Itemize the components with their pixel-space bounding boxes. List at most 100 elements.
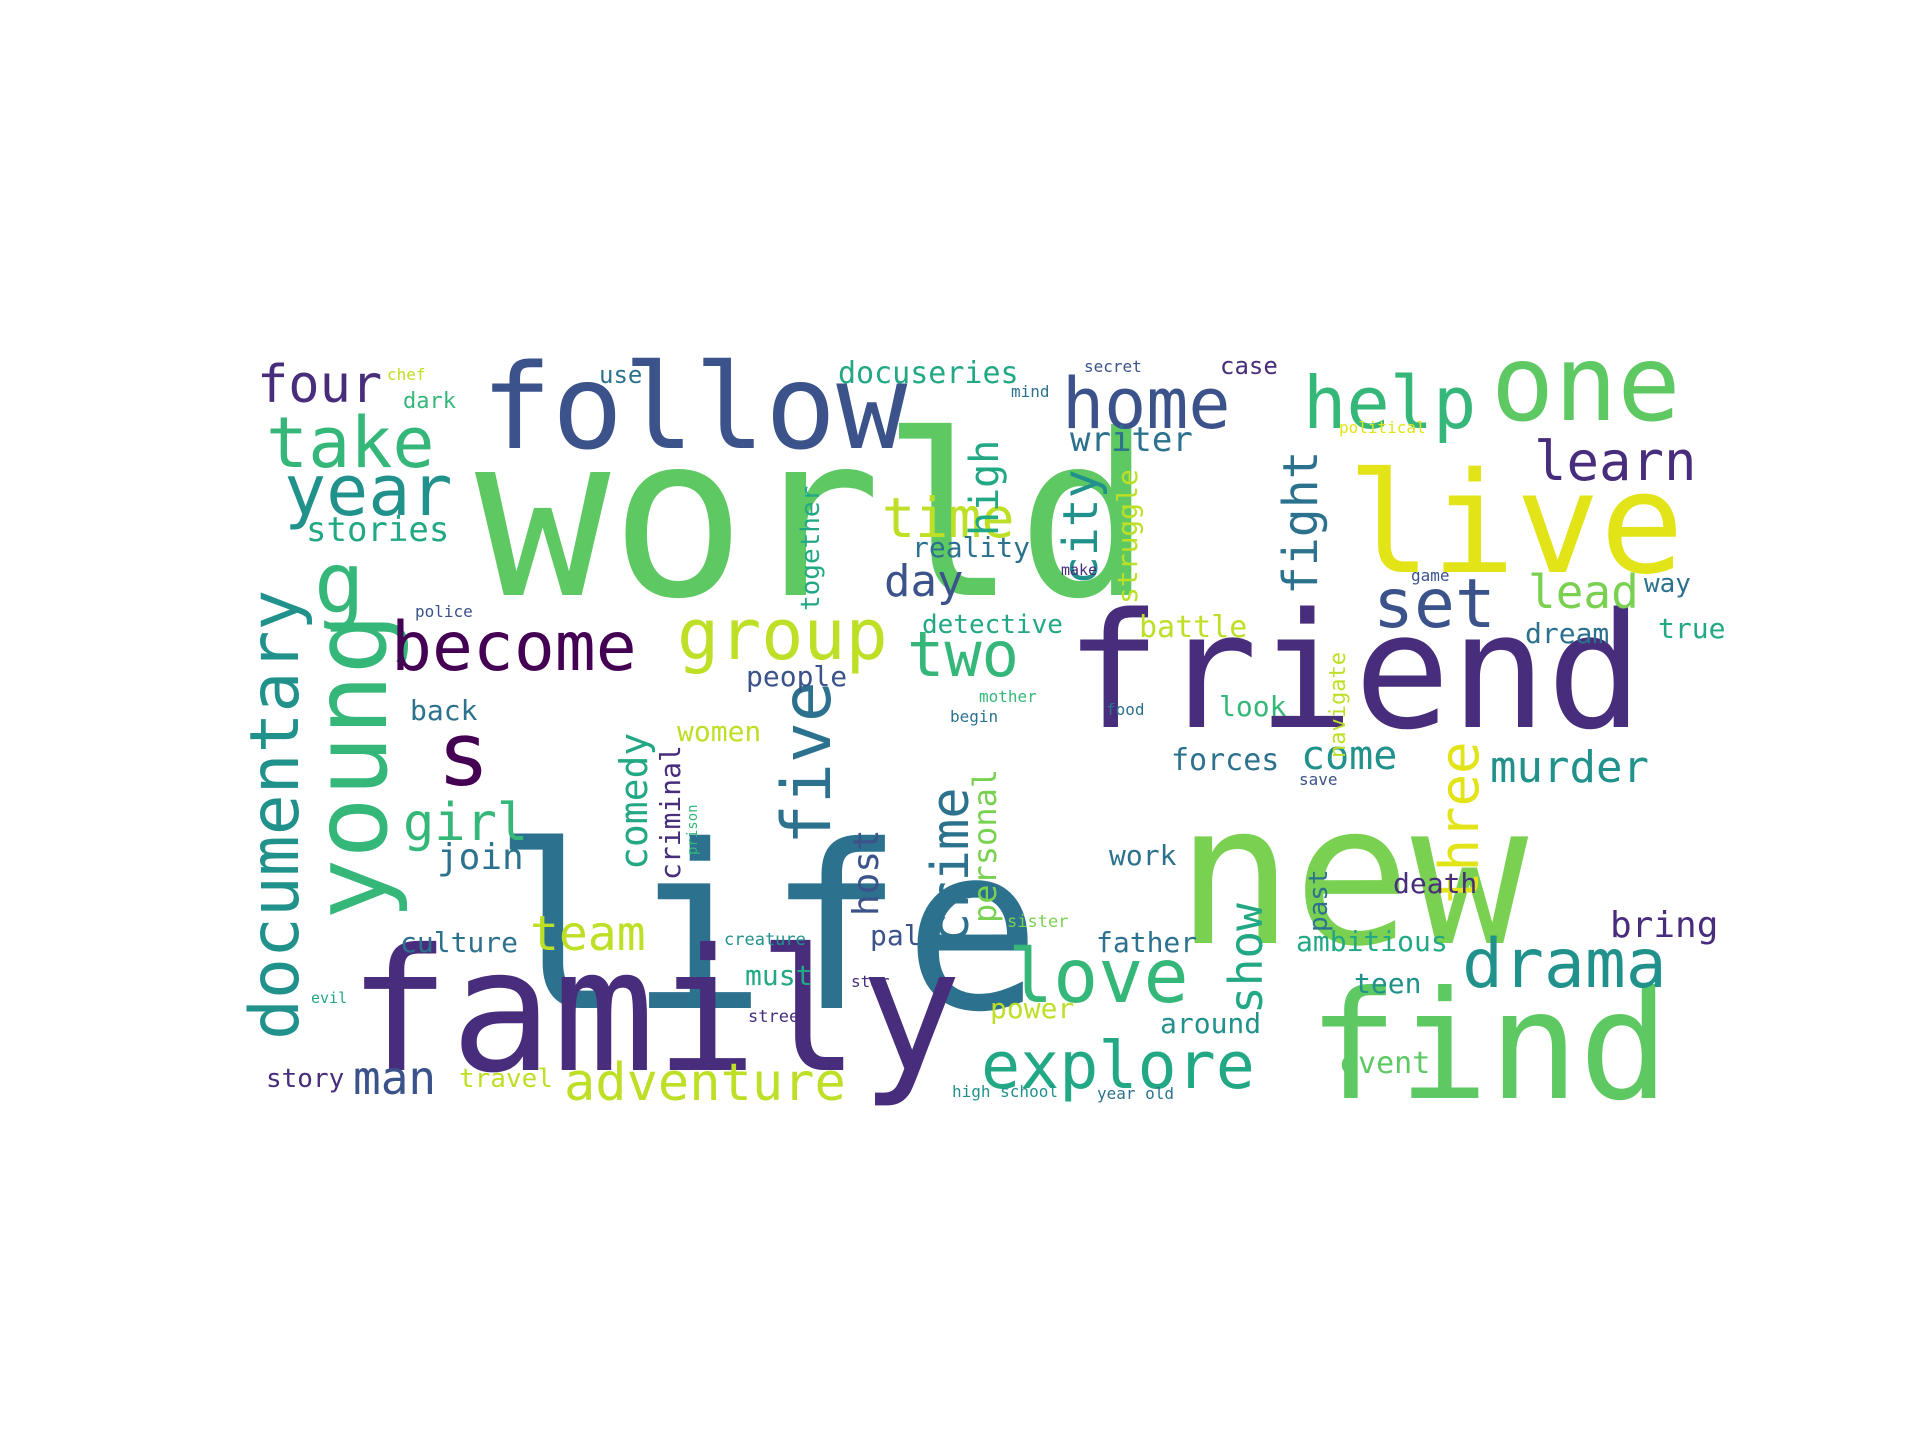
word-year-old: year old bbox=[1097, 1084, 1174, 1103]
word-teen: teen bbox=[1354, 967, 1421, 1000]
word-criminal: criminal bbox=[654, 745, 687, 880]
word-follow: follow bbox=[481, 338, 908, 476]
word-time: time bbox=[882, 486, 1014, 550]
word-case: case bbox=[1220, 352, 1278, 380]
word-bring: bring bbox=[1610, 905, 1718, 946]
word-high-school: high school bbox=[952, 1082, 1058, 1101]
word-true: true bbox=[1658, 612, 1725, 645]
word-explore: explore bbox=[981, 1029, 1255, 1104]
word-stories: stories bbox=[306, 510, 449, 550]
word-s: s bbox=[437, 703, 490, 806]
word-evil: evil bbox=[311, 989, 347, 1007]
word-man: man bbox=[353, 1051, 436, 1105]
word-high: high bbox=[962, 440, 1008, 536]
word-prison: prison bbox=[685, 804, 701, 855]
word-take: take bbox=[266, 402, 435, 484]
word-event: event bbox=[1340, 1046, 1430, 1081]
word-help: help bbox=[1303, 361, 1476, 445]
word-work: work bbox=[1109, 839, 1177, 872]
word-dark: dark bbox=[403, 389, 456, 414]
word-fight: fight bbox=[1273, 451, 1329, 596]
word-creature: creature bbox=[724, 930, 806, 950]
word-group: group bbox=[677, 594, 888, 676]
word-sister: sister bbox=[1007, 912, 1068, 932]
word-g: g bbox=[314, 534, 365, 632]
word-year: year bbox=[284, 450, 453, 532]
word-documentary: documentary bbox=[236, 590, 315, 1040]
word-ambitious: ambitious bbox=[1296, 925, 1448, 958]
word-game: game bbox=[1411, 566, 1450, 585]
word-travel: travel bbox=[459, 1064, 553, 1094]
word-come: come bbox=[1301, 733, 1397, 779]
word-way: way bbox=[1644, 569, 1691, 599]
word-power: power bbox=[990, 992, 1074, 1025]
word-together: together bbox=[796, 486, 826, 611]
word-past: past bbox=[1304, 869, 1334, 932]
word-young: young bbox=[292, 613, 411, 920]
word-writer: writer bbox=[1070, 420, 1193, 460]
word-make: make bbox=[1061, 561, 1097, 579]
word-reality: reality bbox=[912, 531, 1030, 564]
word-secret: secret bbox=[1084, 357, 1142, 376]
word-become: become bbox=[391, 608, 637, 687]
word-one: one bbox=[1491, 323, 1681, 445]
word-death: death bbox=[1393, 867, 1477, 900]
word-detective: detective bbox=[922, 610, 1063, 640]
word-dream: dream bbox=[1525, 617, 1609, 650]
word-father: father bbox=[1096, 926, 1197, 959]
word-find: find bbox=[1308, 960, 1669, 1134]
word-home: home bbox=[1062, 363, 1231, 445]
word-police: police bbox=[415, 602, 473, 621]
word-must: must bbox=[745, 959, 812, 992]
word-girl: girl bbox=[403, 793, 528, 853]
word-murder: murder bbox=[1490, 742, 1649, 793]
word-new: new bbox=[1176, 762, 1529, 989]
word-struggle: struggle bbox=[1111, 469, 1144, 604]
word-look: look bbox=[1219, 690, 1287, 723]
word-two: two bbox=[907, 618, 1019, 691]
word-begin: begin bbox=[950, 707, 998, 726]
word-learn: learn bbox=[1534, 430, 1697, 493]
word-live: live bbox=[1347, 443, 1684, 606]
word-women: women bbox=[677, 715, 761, 748]
word-star: star bbox=[851, 972, 890, 991]
word-comedy: comedy bbox=[612, 733, 656, 870]
word-forces: forces bbox=[1171, 743, 1279, 778]
word-adventure: adventure bbox=[564, 1053, 846, 1113]
word-people: people bbox=[746, 660, 847, 693]
word-day: day bbox=[884, 556, 963, 607]
word-three: three bbox=[1428, 741, 1491, 904]
word-four: four bbox=[257, 355, 382, 415]
word-set: set bbox=[1373, 565, 1496, 644]
word-mind: mind bbox=[1011, 382, 1050, 401]
word-food: food bbox=[1106, 700, 1145, 719]
word-battle: battle bbox=[1139, 610, 1247, 645]
word-join: join bbox=[437, 837, 524, 878]
word-love: love bbox=[1008, 932, 1189, 1020]
word-family: family bbox=[348, 913, 962, 1111]
word-story: story bbox=[266, 1064, 344, 1094]
word-around: around bbox=[1160, 1007, 1261, 1040]
word-chef: chef bbox=[387, 365, 426, 384]
word-political: political bbox=[1339, 418, 1426, 437]
word-host: host bbox=[846, 829, 887, 916]
word-pal: pal bbox=[870, 919, 921, 952]
word-save: save bbox=[1299, 770, 1338, 789]
word-mother: mother bbox=[979, 687, 1037, 706]
word-street: street bbox=[748, 1007, 809, 1027]
word-world: world bbox=[475, 387, 1152, 649]
word-show: show bbox=[1219, 903, 1273, 1014]
word-navigate: navigate bbox=[1326, 652, 1351, 758]
word-docuseries: docuseries bbox=[838, 356, 1019, 391]
word-personal: personal bbox=[966, 769, 1004, 923]
word-culture: culture bbox=[400, 926, 518, 959]
word-city: city bbox=[1053, 469, 1109, 585]
word-crime: crime bbox=[921, 787, 981, 944]
word-team: team bbox=[530, 906, 646, 962]
word-friend: friend bbox=[1065, 578, 1643, 765]
word-lead: lead bbox=[1528, 565, 1639, 619]
word-life: life bbox=[492, 796, 1041, 1062]
word-use: use bbox=[599, 361, 642, 389]
word-back: back bbox=[410, 694, 478, 727]
